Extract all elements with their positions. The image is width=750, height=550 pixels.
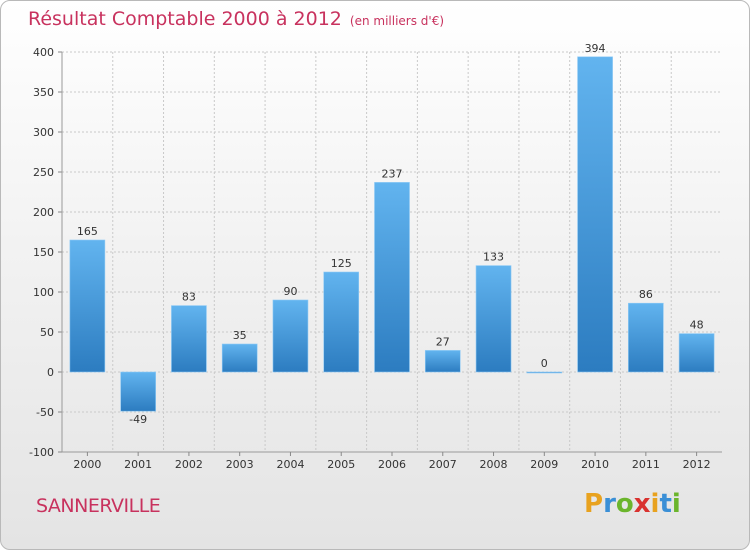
y-tick-label: 200 (33, 206, 54, 219)
logo-letter: P (584, 489, 604, 519)
x-tick-label-2000: 2000 (73, 458, 101, 471)
x-tick-label-2001: 2001 (124, 458, 152, 471)
value-label-2010: 394 (585, 42, 606, 55)
logo-letter: i (671, 489, 681, 519)
bar-2008 (475, 265, 512, 373)
bar-2006 (374, 182, 410, 373)
bar-2011 (628, 302, 664, 373)
y-tick-label: 250 (33, 166, 54, 179)
value-label-2000: 165 (77, 225, 98, 238)
x-tick-label-2008: 2008 (480, 458, 508, 471)
y-tick-label: 100 (33, 286, 54, 299)
place-name: SANNERVILLE (36, 495, 161, 517)
x-tick-label-2007: 2007 (429, 458, 457, 471)
logo-letter: x (633, 489, 651, 519)
x-tick-label-2002: 2002 (175, 458, 203, 471)
y-tick-label: 400 (33, 46, 54, 59)
value-label-2005: 125 (331, 257, 352, 270)
value-label-2012: 48 (690, 319, 704, 332)
value-label-2003: 35 (233, 329, 247, 342)
x-tick-label-2009: 2009 (530, 458, 558, 471)
chart-title-text: Résultat Comptable 2000 à 2012 (28, 8, 342, 30)
bar-2005 (323, 271, 360, 373)
logo-letter: t (659, 489, 672, 519)
x-tick-label-2003: 2003 (226, 458, 254, 471)
x-tick-label-2004: 2004 (276, 458, 304, 471)
logo-letter: i (650, 489, 660, 519)
bar-2001 (120, 371, 156, 412)
bar-2004 (272, 299, 309, 373)
y-tick-label: 0 (47, 366, 54, 379)
value-label-2004: 90 (283, 285, 297, 298)
bar-2002 (171, 305, 207, 373)
y-tick-label: 150 (33, 246, 54, 259)
bar-2000 (69, 239, 106, 373)
bar-2009 (526, 371, 563, 374)
x-tick-label-2011: 2011 (632, 458, 660, 471)
value-label-2002: 83 (182, 291, 196, 304)
value-label-2006: 237 (382, 167, 403, 180)
logo-letter: r (603, 489, 616, 519)
bar-2010 (577, 56, 613, 373)
y-tick-label: -100 (29, 446, 54, 459)
chart-title: Résultat Comptable 2000 à 2012 (en millie… (28, 8, 444, 30)
y-tick-label: 50 (40, 326, 54, 339)
bar-2007 (424, 350, 461, 373)
value-label-2007: 27 (436, 335, 450, 348)
value-label-2009: 0 (541, 357, 548, 370)
value-label-2011: 86 (639, 288, 653, 301)
x-tick-label-2012: 2012 (683, 458, 711, 471)
bar-2003 (221, 343, 258, 373)
value-label-2008: 133 (483, 251, 504, 264)
chart-subtitle: (en milliers d'€) (349, 14, 445, 28)
value-label-2001: -49 (129, 413, 147, 426)
logo-letter: o (615, 489, 634, 519)
proxiti-logo: Proxiti (584, 489, 681, 519)
y-tick-label: 350 (33, 86, 54, 99)
y-tick-label: -50 (36, 406, 54, 419)
y-tick-label: 300 (33, 126, 54, 139)
x-tick-label-2005: 2005 (327, 458, 355, 471)
x-tick-label-2006: 2006 (378, 458, 406, 471)
bar-2012 (678, 333, 715, 373)
x-tick-label-2010: 2010 (581, 458, 609, 471)
